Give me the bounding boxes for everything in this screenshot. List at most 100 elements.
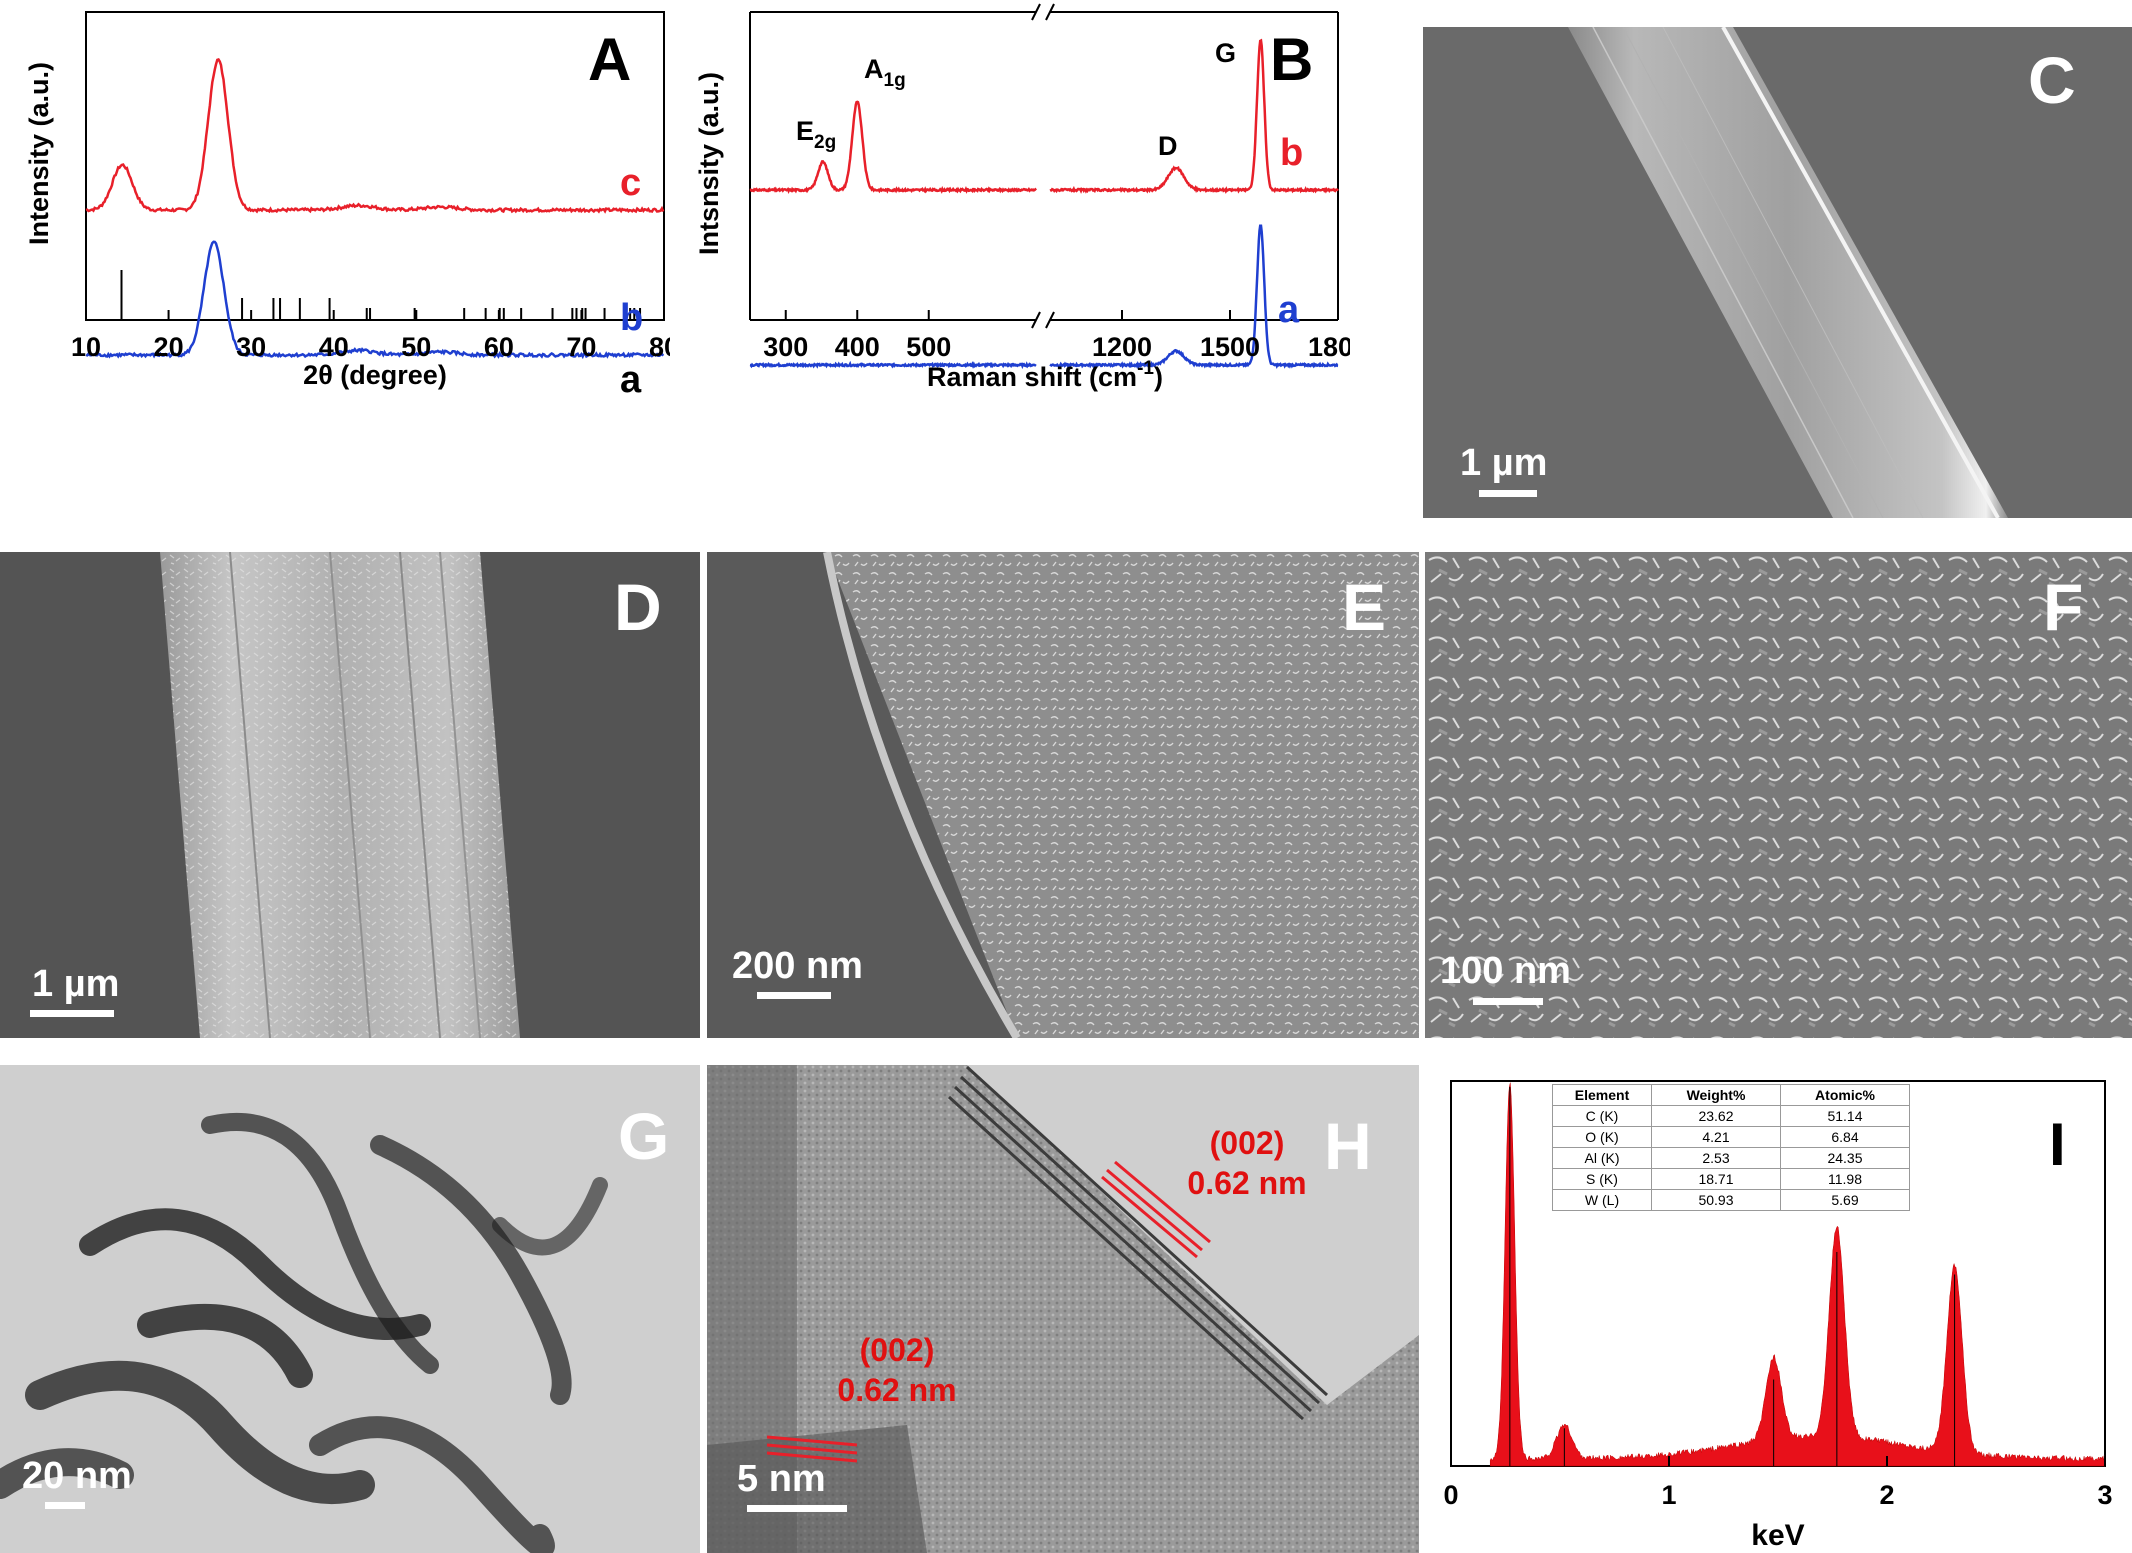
table-cell: 5.69 (1780, 1189, 1910, 1211)
eds-chart: 0 1 2 3 keV I (1443, 1080, 2113, 1552)
panel-h-label: H (1324, 1109, 1372, 1183)
panel-h-annot2-spacing: 0.62 nm (837, 1372, 957, 1408)
panel-b: 300 400 500 1200 1500 1800 Raman shift (cm-1)… (670, 0, 1350, 400)
xrd-ylabel: Intensity (a.u.) (24, 62, 54, 245)
raman-xtick-label: 1500 (1200, 332, 1260, 362)
raman-curve-b-right (1049, 38, 1339, 194)
panel-d-scale-text: 1 µm (32, 963, 120, 1005)
table-cell: 51.14 (1780, 1105, 1910, 1127)
eds-xtick-label: 3 (2097, 1480, 2112, 1510)
xrd-curve-c (85, 58, 665, 214)
panel-h-scale-bar (747, 1505, 847, 1512)
eds-panel-label: I (2049, 1111, 2066, 1178)
panel-g-scale-bar (45, 1502, 85, 1509)
raman-curve-label-b: b (1280, 132, 1303, 174)
raman-peak-g: G (1215, 38, 1236, 68)
raman-xtick-label: 400 (835, 332, 880, 362)
xrd-panel-label: A (588, 26, 631, 93)
xrd-reference-sticks (120, 270, 642, 320)
table-cell: W (L) (1552, 1189, 1652, 1211)
sem-fiber-bare (1568, 27, 2008, 518)
xrd-curve-label-b: b (620, 297, 643, 339)
table-row: Al (K) 2.53 24.35 (1552, 1147, 1910, 1169)
panel-d-label: D (614, 570, 662, 644)
xrd-curves (85, 58, 665, 360)
sem-nanosheet-edge (823, 552, 1419, 1038)
xrd-xtick-label: 80 (649, 332, 670, 362)
eds-xtick-label: 1 (1661, 1480, 1676, 1510)
raman-peak-a1g: A1g (864, 54, 906, 91)
panel-f-scale-bar (1473, 998, 1543, 1005)
xrd-xtick-label: 60 (484, 332, 514, 362)
sem-fiber-coated (160, 552, 520, 1038)
eds-table-header: Element Weight% Atomic% (1552, 1084, 1910, 1106)
table-row: O (K) 4.21 6.84 (1552, 1126, 1910, 1148)
xrd-xtick-labels: 10 20 30 40 50 60 70 80 (71, 332, 670, 362)
panel-h-annot2-plane: (002) (859, 1332, 935, 1368)
raman-xtick-labels: 300 400 500 1200 1500 1800 (763, 332, 1350, 362)
panel-f-sem: F 100 nm (1425, 552, 2132, 1038)
raman-xlabel: Raman shift (cm-1) (927, 358, 1163, 392)
table-cell: 23.62 (1651, 1105, 1781, 1127)
sem-nanosheet-top (1425, 552, 2132, 1038)
panel-c-sem: C 1 µm (1423, 27, 2132, 518)
xrd-xtick-label: 70 (566, 332, 596, 362)
raman-curve-a-right (1049, 224, 1339, 370)
panel-e-sem: E 200 nm (707, 552, 1419, 1038)
eds-header-element: Element (1552, 1084, 1652, 1106)
xrd-xlabel: 2θ (degree) (303, 360, 447, 390)
eds-xtick-labels: 0 1 2 3 (1443, 1480, 2112, 1510)
raman-chart: 300 400 500 1200 1500 1800 Raman shift (cm-1)… (694, 3, 1350, 392)
xrd-chart: 10 20 30 40 50 60 70 80 2θ (degree) Intensity (… (24, 11, 670, 400)
panel-g-scale-text: 20 nm (22, 1455, 132, 1497)
eds-xtick-label: 0 (1443, 1480, 1458, 1510)
table-cell: 4.21 (1651, 1126, 1781, 1148)
panel-h-annot2: (002) 0.62 nm (807, 1330, 987, 1410)
raman-plot-frame (749, 3, 1339, 329)
raman-curves (749, 38, 1339, 370)
panel-h-annot1-spacing: 0.62 nm (1187, 1165, 1307, 1201)
table-cell: 24.35 (1780, 1147, 1910, 1169)
table-row: W (L) 50.93 5.69 (1552, 1189, 1910, 1211)
table-cell: 50.93 (1651, 1189, 1781, 1211)
table-cell: O (K) (1552, 1126, 1652, 1148)
raman-curve-a-left (749, 360, 1037, 370)
panel-d-sem: D 1 µm (0, 552, 700, 1038)
eds-header-weight: Weight% (1651, 1084, 1781, 1106)
raman-xtick-label: 1200 (1092, 332, 1152, 362)
raman-xtick-label: 300 (763, 332, 808, 362)
eds-ticks (1450, 1456, 2106, 1466)
table-cell: 2.53 (1651, 1147, 1781, 1169)
eds-spectrum (1489, 1082, 2106, 1467)
panel-c-scale-bar (1479, 490, 1537, 497)
table-cell: 11.98 (1780, 1168, 1910, 1190)
raman-ylabel: Intsnsity (a.u.) (694, 72, 724, 255)
panel-c-scale-text: 1 µm (1460, 442, 1548, 484)
hrtem-lattice (707, 1065, 1419, 1553)
panel-c-label: C (2028, 43, 2076, 117)
raman-panel-label: B (1270, 26, 1313, 93)
raman-xtick-label: 1800 (1308, 332, 1350, 362)
xrd-curve-b (85, 240, 665, 360)
panel-a: 10 20 30 40 50 60 70 80 2θ (degree) Intensity (… (0, 0, 670, 400)
xrd-curve-label-a: a (620, 359, 642, 400)
table-cell: 6.84 (1780, 1126, 1910, 1148)
xrd-plot-frame (85, 11, 665, 321)
eds-header-atomic: Atomic% (1780, 1084, 1910, 1106)
panel-i-eds: 0 1 2 3 keV I Element Weight% Atomic% C (K)… (1425, 1065, 2132, 1553)
table-cell: C (K) (1552, 1105, 1652, 1127)
raman-xtick-label: 500 (906, 332, 951, 362)
raman-ticks (784, 310, 1339, 320)
panel-d-scale-bar (30, 1010, 114, 1017)
panel-e-scale-text: 200 nm (732, 945, 863, 987)
panel-f-scale-text: 100 nm (1440, 950, 1571, 992)
panel-h-hrtem: (002) 0.62 nm (002) 0.62 nm H 5 nm (707, 1065, 1419, 1553)
eds-spectrum-fill (1489, 1082, 2106, 1467)
raman-peak-d: D (1158, 131, 1178, 161)
eds-xtick-label: 2 (1879, 1480, 1894, 1510)
table-cell: 18.71 (1651, 1168, 1781, 1190)
xrd-xtick-label: 20 (154, 332, 184, 362)
xrd-xtick-label: 30 (236, 332, 266, 362)
panel-h-annot1-plane: (002) (1209, 1125, 1285, 1161)
raman-peak-e2g: E2g (796, 116, 836, 153)
